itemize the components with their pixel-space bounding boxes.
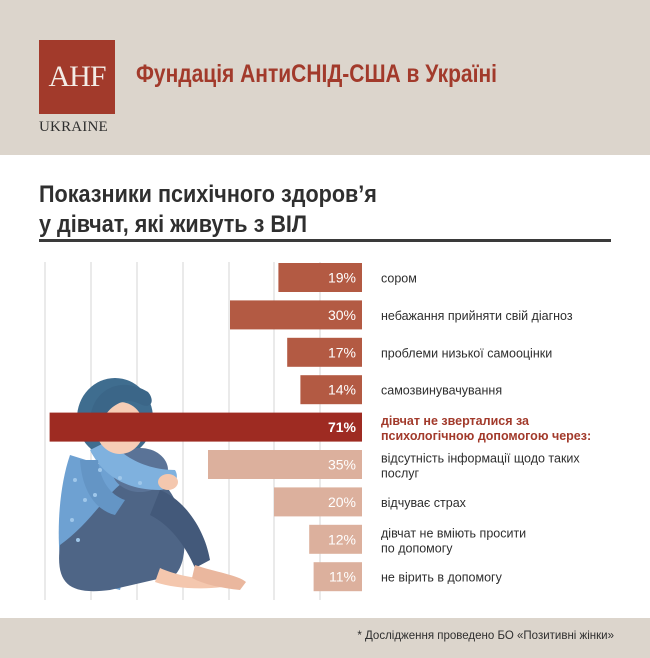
bar: [208, 450, 362, 479]
bar-category-label-line: по допомогу: [381, 541, 453, 555]
chart-title-line-1: Показники психічного здоров’я: [39, 181, 377, 208]
bar-category-label-line: не вірить в допомогу: [381, 571, 503, 585]
bar-value-label: 20%: [328, 494, 356, 510]
bar: [278, 263, 362, 292]
logo-text: AHF: [48, 60, 106, 93]
footer-band: * Дослідження проведено БО «Позитивні жі…: [0, 618, 650, 658]
jeans-shin: [150, 490, 210, 568]
bar-category-label: небажання прийняти свій діагноз: [381, 309, 573, 323]
bar-value-label: 14%: [328, 382, 356, 398]
bar-category-label-line: сором: [381, 272, 417, 286]
sweater-pattern: [70, 468, 142, 542]
organization-name: Фундація АнтиСНІД-США в Україні: [136, 60, 498, 88]
bar-category-label: не вірить в допомогу: [381, 571, 503, 585]
bar-category-label-line: самозвинувачування: [381, 384, 502, 398]
header-band: AHF UKRAINE Фундація АнтиСНІД-США в Укра…: [0, 0, 650, 155]
jeans-thigh: [59, 473, 185, 592]
title-underline: [39, 239, 611, 242]
girl-illustration: [58, 378, 246, 592]
bar: [274, 487, 362, 517]
bar-value-label: 19%: [328, 270, 356, 286]
bar-category-label-line: проблеми низької самооцінки: [381, 346, 552, 360]
bar-category-label: відчуває страх: [381, 496, 467, 510]
arm-front: [90, 440, 177, 490]
bar-value-label: 71%: [328, 419, 357, 435]
bar-category-label-line: дівчат не вміють просити: [381, 526, 526, 540]
bar-value-label: 12%: [328, 531, 356, 547]
bar: [49, 412, 362, 442]
bar-value-label: 11%: [329, 569, 356, 585]
bar-category-label: проблеми низької самооцінки: [381, 346, 552, 360]
bar-category-label-line: відчуває страх: [381, 496, 467, 510]
hair-bangs: [90, 384, 152, 425]
bar: [287, 337, 362, 367]
hand: [158, 474, 178, 490]
chart-title-line-2: у дівчат, які живуть з ВІЛ: [39, 211, 308, 238]
bar-value-label: 30%: [328, 307, 356, 323]
bar-chart: 19% сором 30% небажання прийняти свій діагн…: [44, 262, 591, 600]
bar: [300, 375, 362, 405]
bar-category-label: дівчат не вміють просити по допомогу: [381, 526, 526, 555]
chart-title: Показники психічного здоров’я у дівчат, …: [39, 180, 377, 240]
bars: 19% сором 30% небажання прийняти свій діагн…: [49, 263, 591, 592]
bar-category-label: сором: [381, 272, 417, 286]
bar-category-label-line: послуг: [381, 467, 420, 481]
ahf-logo: AHF: [39, 40, 115, 114]
bar-category-label-line: дівчат не зверталися за: [381, 414, 530, 428]
bar-value-label: 17%: [328, 344, 356, 360]
bar-category-label-line: відсутність інформації щодо таких: [381, 452, 580, 466]
arm-back: [80, 460, 125, 515]
bar-category-label-line: небажання прийняти свій діагноз: [381, 309, 573, 323]
bar-category-label: дівчат не зверталися за психологічною доп…: [381, 414, 591, 443]
bar-category-label-line: психологічною допомогою через:: [381, 429, 591, 443]
bar: [230, 300, 362, 330]
bar-category-label: відсутність інформації щодо таких послуг: [381, 452, 580, 481]
logo-subtitle: UKRAINE: [39, 119, 108, 135]
bar: [313, 562, 362, 592]
bar: [309, 524, 362, 554]
foot-right: [192, 565, 246, 590]
bar-value-label: 35%: [328, 457, 356, 473]
bar-category-label: самозвинувачування: [381, 384, 502, 398]
source-footnote: * Дослідження проведено БО «Позитивні жі…: [357, 630, 614, 642]
